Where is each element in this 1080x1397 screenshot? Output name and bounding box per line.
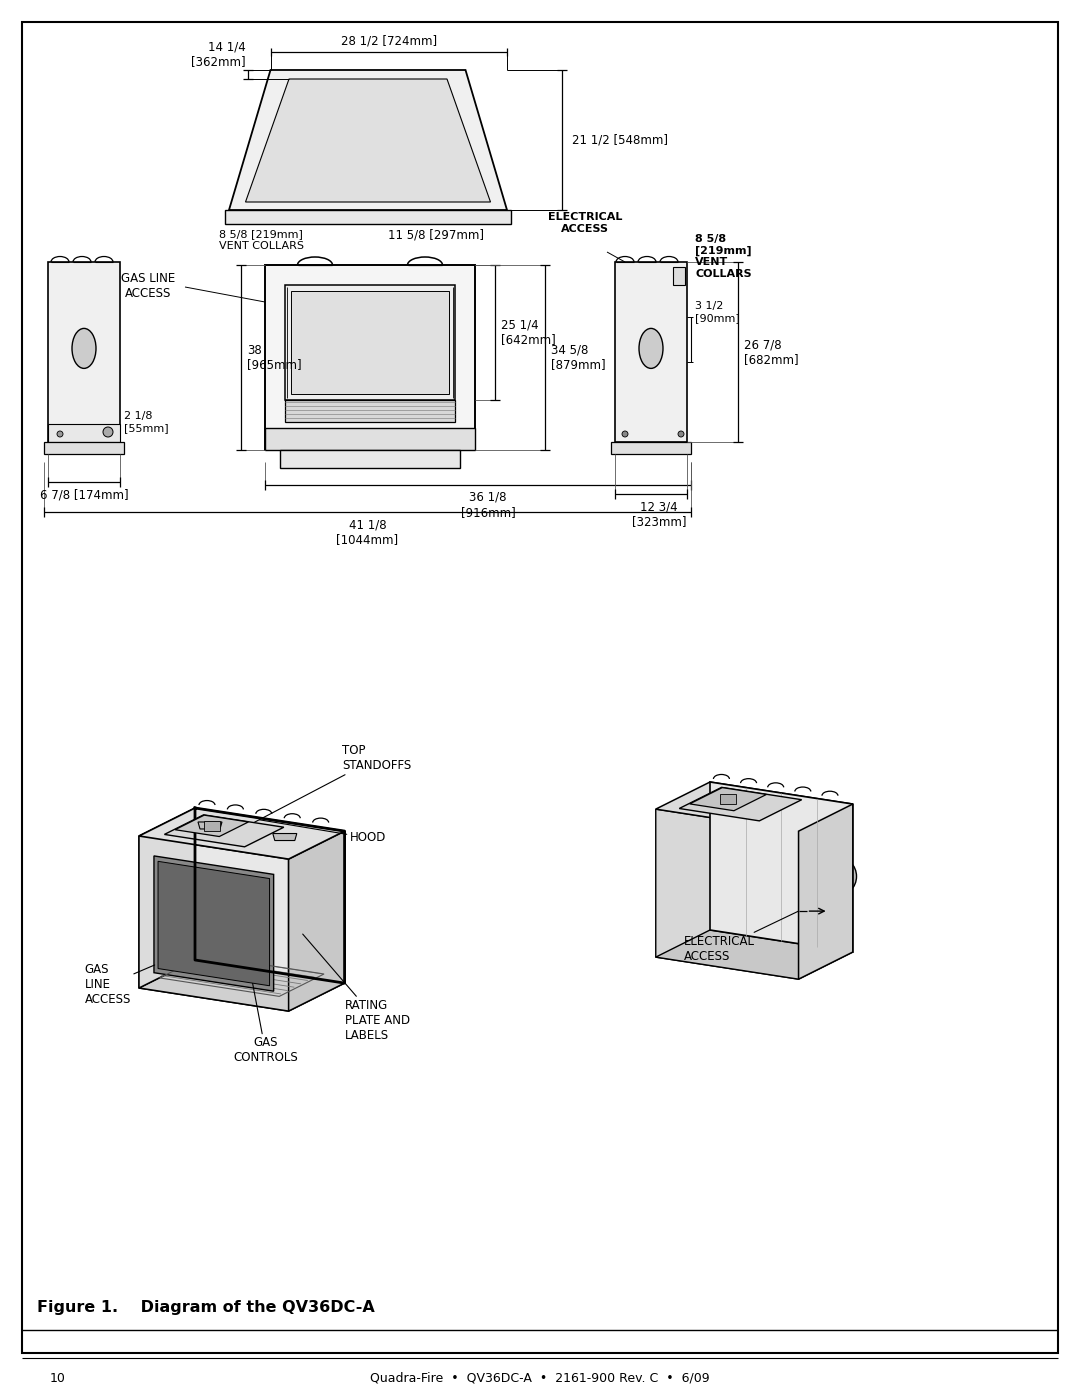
Bar: [48, 263, 120, 441]
Circle shape: [678, 432, 684, 437]
Polygon shape: [198, 821, 222, 828]
Text: 38
[965mm]: 38 [965mm]: [247, 344, 301, 372]
Circle shape: [828, 869, 845, 884]
Text: 21 1/2 [548mm]: 21 1/2 [548mm]: [572, 134, 669, 147]
Polygon shape: [288, 831, 345, 1011]
Bar: [615, 263, 687, 441]
Polygon shape: [656, 782, 853, 831]
Bar: [611, 441, 691, 454]
Polygon shape: [798, 805, 853, 979]
Bar: [280, 450, 460, 468]
Polygon shape: [139, 835, 288, 1011]
Circle shape: [149, 958, 161, 971]
Circle shape: [622, 432, 627, 437]
Circle shape: [345, 109, 392, 156]
Polygon shape: [139, 807, 345, 859]
Text: 36 1/8
[916mm]: 36 1/8 [916mm]: [461, 490, 515, 520]
Ellipse shape: [72, 328, 96, 369]
Polygon shape: [710, 782, 853, 951]
Polygon shape: [656, 930, 853, 979]
Text: 26 7/8
[682mm]: 26 7/8 [682mm]: [744, 338, 798, 366]
Bar: [48, 425, 120, 441]
Text: Figure 1.    Diagram of the QV36DC-A: Figure 1. Diagram of the QV36DC-A: [37, 1301, 375, 1315]
Bar: [265, 427, 475, 450]
Polygon shape: [229, 70, 507, 210]
Text: ELECTRICAL
ACCESS: ELECTRICAL ACCESS: [548, 212, 622, 235]
Polygon shape: [164, 814, 284, 847]
Text: 28 1/2 [724mm]: 28 1/2 [724mm]: [340, 34, 436, 47]
Ellipse shape: [825, 852, 853, 894]
Polygon shape: [679, 788, 801, 821]
Text: TOP
STANDOFFS: TOP STANDOFFS: [247, 745, 411, 826]
Polygon shape: [158, 862, 270, 986]
Circle shape: [359, 124, 377, 142]
Polygon shape: [245, 80, 490, 203]
Text: 14 1/4
[362mm]: 14 1/4 [362mm]: [191, 41, 245, 68]
Polygon shape: [273, 834, 297, 841]
Bar: [828, 907, 837, 915]
Text: 25 1/4
[642mm]: 25 1/4 [642mm]: [501, 319, 556, 346]
Text: HOOD: HOOD: [259, 820, 386, 844]
Circle shape: [842, 940, 849, 947]
Circle shape: [309, 965, 318, 974]
Ellipse shape: [639, 328, 663, 369]
Circle shape: [714, 921, 720, 926]
Text: Quadra-Fire  •  QV36DC-A  •  2161-900 Rev. C  •  6/09: Quadra-Fire • QV36DC-A • 2161-900 Rev. C…: [370, 1372, 710, 1384]
Text: 12 3/4
[323mm]: 12 3/4 [323mm]: [632, 500, 686, 528]
Bar: [285, 400, 455, 422]
Text: 11 5/8 [297mm]: 11 5/8 [297mm]: [388, 229, 484, 242]
Bar: [285, 285, 455, 400]
Bar: [673, 267, 685, 285]
Bar: [720, 793, 737, 805]
Bar: [225, 210, 511, 224]
Text: 41 1/8
[1044mm]: 41 1/8 [1044mm]: [337, 518, 399, 546]
Text: GAS LINE
ACCESS: GAS LINE ACCESS: [121, 272, 175, 300]
Polygon shape: [154, 856, 273, 992]
Text: 2 1/8
[55mm]: 2 1/8 [55mm]: [124, 411, 168, 433]
Text: 10: 10: [50, 1372, 66, 1384]
Text: 34 5/8
[879mm]: 34 5/8 [879mm]: [551, 344, 606, 372]
Polygon shape: [139, 807, 195, 988]
Polygon shape: [656, 809, 798, 979]
Text: GAS
CONTROLS: GAS CONTROLS: [233, 971, 298, 1065]
Polygon shape: [139, 960, 345, 1011]
Text: 6 7/8 [174mm]: 6 7/8 [174mm]: [40, 488, 129, 502]
Text: 3 1/2
[90mm]: 3 1/2 [90mm]: [696, 302, 740, 323]
Text: 8 5/8 [219mm]
VENT COLLARS: 8 5/8 [219mm] VENT COLLARS: [219, 229, 303, 250]
Ellipse shape: [276, 117, 296, 149]
Polygon shape: [690, 788, 767, 810]
Bar: [265, 265, 475, 450]
Circle shape: [365, 130, 372, 136]
Ellipse shape: [165, 886, 187, 921]
Circle shape: [103, 427, 113, 437]
Polygon shape: [175, 816, 248, 837]
Circle shape: [816, 856, 856, 897]
Text: RATING
PLATE AND
LABELS: RATING PLATE AND LABELS: [302, 935, 409, 1042]
Text: 8 5/8
[219mm]
VENT
COLLARS: 8 5/8 [219mm] VENT COLLARS: [696, 235, 752, 279]
Ellipse shape: [440, 117, 460, 149]
Bar: [291, 291, 449, 394]
Bar: [204, 821, 219, 831]
Circle shape: [57, 432, 63, 437]
Text: ELECTRICAL
ACCESS: ELECTRICAL ACCESS: [684, 911, 798, 963]
Bar: [44, 441, 124, 454]
Text: GAS
LINE
ACCESS: GAS LINE ACCESS: [84, 964, 154, 1006]
